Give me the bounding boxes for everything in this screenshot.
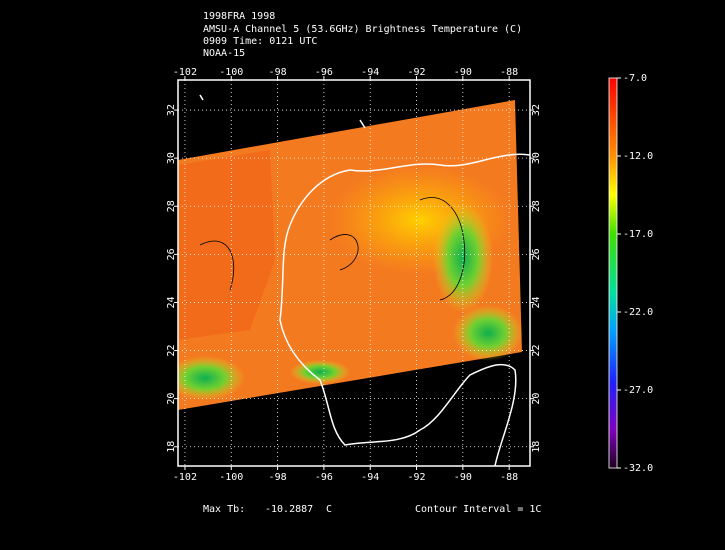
footer-unit: C [326,504,332,515]
colorbar [608,77,618,469]
map-frame [177,79,531,467]
colorbar-label: -12.0 [623,151,653,162]
lat-label: 18 [531,441,542,453]
footer-value: -10.2887 [265,504,313,515]
lat-label: 26 [531,248,542,260]
lon-label: -96 [315,67,333,78]
lat-label: 30 [531,152,542,164]
colorbar-label: -22.0 [623,307,653,318]
lat-label: 32 [166,104,177,116]
lat-label: 24 [166,296,177,308]
lat-label: 28 [166,200,177,212]
swath-shade [178,150,275,340]
lon-label: -102 [173,472,197,483]
cold-patch [453,305,523,361]
lon-label: -100 [219,472,243,483]
lon-label: -92 [407,472,425,483]
lon-label: -96 [315,472,333,483]
lon-label: -94 [361,67,379,78]
lon-label: -94 [361,472,379,483]
lat-label: 18 [166,441,177,453]
cold-patch [178,356,245,400]
cold-patch [433,203,493,313]
lat-label: 24 [531,296,542,308]
swath [178,94,530,466]
lat-label: 22 [531,345,542,357]
lon-label: -98 [269,472,287,483]
lon-label: -92 [407,67,425,78]
contour [199,197,466,301]
lon-label: -88 [500,67,518,78]
lat-label: 32 [531,104,542,116]
colorbar-label: -7.0 [623,73,647,84]
lat-label: 30 [166,152,177,164]
lon-label: -102 [173,67,197,78]
lon-label: -90 [454,67,472,78]
lon-label: -90 [454,472,472,483]
lat-label: 26 [166,248,177,260]
header-line: 0909 Time: 0121 UTC [203,36,317,47]
header-line: 1998FRA 1998 [203,11,275,22]
footer-contour: Contour Interval = 1C [415,504,541,515]
colorbar-label: -32.0 [623,463,653,474]
lat-label: 20 [166,393,177,405]
lon-label: -100 [219,67,243,78]
header-line: NOAA-15 [203,48,245,59]
colorbar-label: -17.0 [623,229,653,240]
colorbar-label: -27.0 [623,385,653,396]
coastline [199,94,530,466]
lat-label: 28 [531,200,542,212]
lat-label: 22 [166,345,177,357]
lon-label: -98 [269,67,287,78]
header-line: AMSU-A Channel 5 (53.6GHz) Brightness Te… [203,24,522,35]
lat-label: 20 [531,393,542,405]
footer-label: Max Tb: [203,504,245,515]
lon-label: -88 [500,472,518,483]
